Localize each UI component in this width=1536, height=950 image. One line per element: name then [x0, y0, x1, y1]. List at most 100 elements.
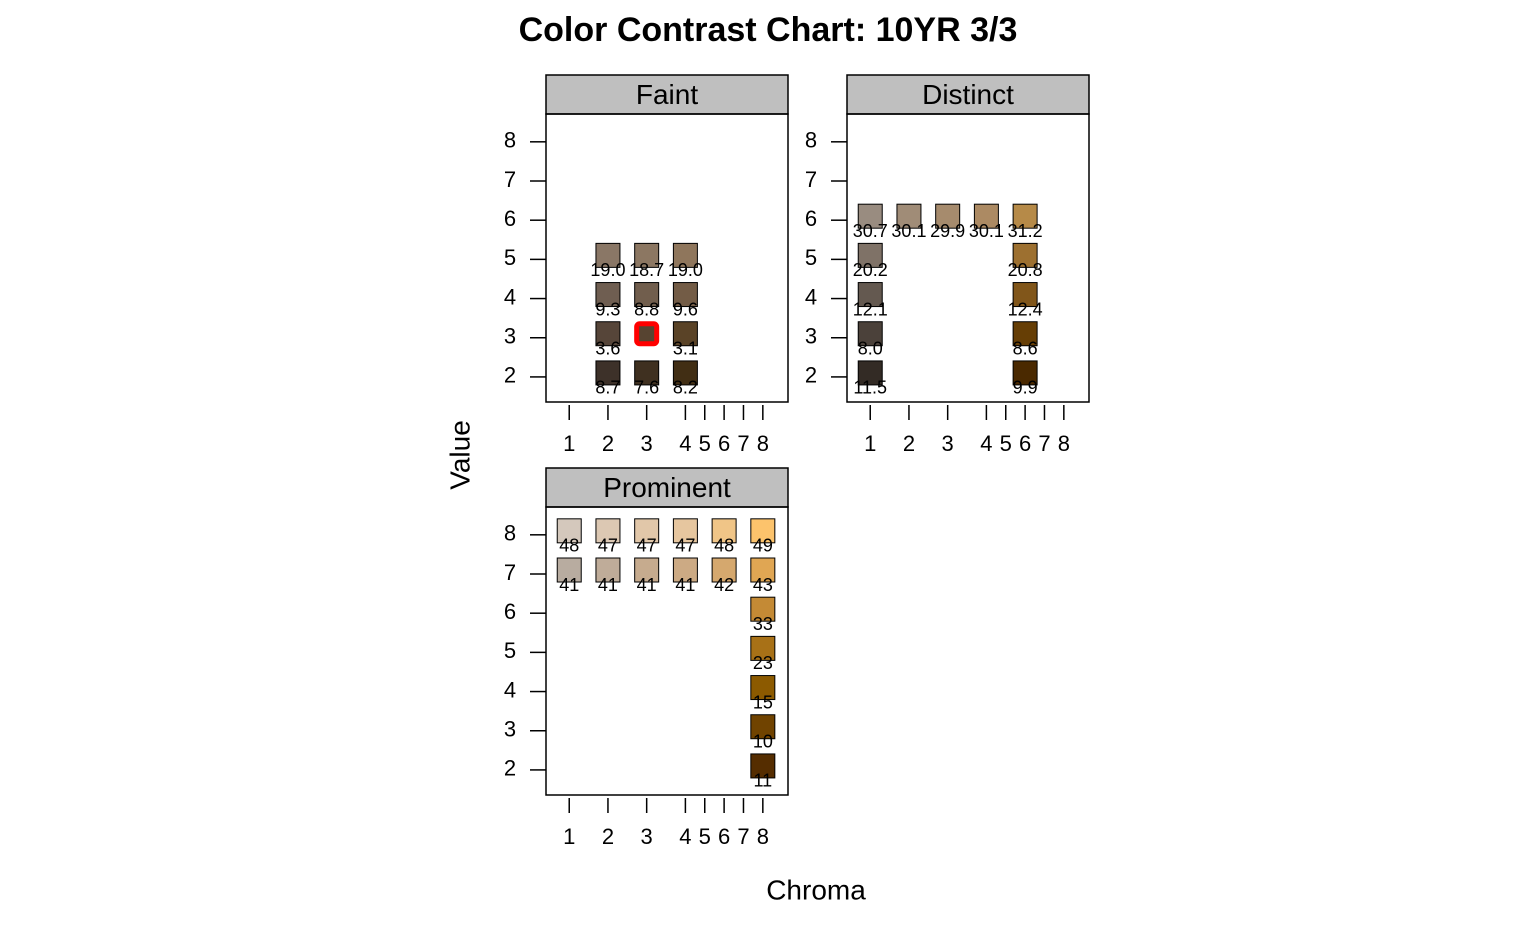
contrast-label: 19.0 — [668, 260, 703, 280]
strip — [545, 74, 789, 115]
color-chip — [1012, 321, 1038, 347]
color-chip — [634, 282, 660, 308]
y-tick-label: 8 — [805, 128, 817, 153]
color-chip — [857, 360, 883, 386]
contrast-label: 9.3 — [595, 299, 620, 319]
x-tick-label: 8 — [757, 431, 769, 456]
color-chip — [595, 557, 621, 583]
color-chip — [857, 321, 883, 347]
x-tick-label: 7 — [737, 431, 749, 456]
y-tick-label: 7 — [504, 167, 516, 192]
contrast-label: 30.1 — [891, 221, 926, 241]
color-chip — [711, 518, 737, 544]
contrast-label: 20.8 — [1008, 260, 1043, 280]
contrast-label: 12.4 — [1008, 299, 1043, 319]
y-tick-label: 2 — [504, 756, 516, 781]
color-chip — [896, 203, 922, 229]
contrast-label: 12.1 — [853, 299, 888, 319]
y-tick-label: 5 — [504, 245, 516, 270]
color-chip — [634, 557, 660, 583]
y-tick-label: 3 — [504, 717, 516, 742]
contrast-label: 19.0 — [590, 260, 625, 280]
contrast-label: 29.9 — [930, 221, 965, 241]
color-chip — [973, 203, 999, 229]
contrast-label: 31.2 — [1008, 221, 1043, 241]
color-chip — [595, 282, 621, 308]
color-chip — [634, 518, 660, 544]
contrast-label: 8.7 — [595, 378, 620, 398]
contrast-label: 47 — [598, 536, 618, 556]
contrast-label: 11 — [753, 771, 772, 791]
contrast-label: 41 — [675, 575, 695, 595]
color-chip — [750, 557, 776, 583]
y-axis-label: Value — [444, 420, 475, 490]
contrast-label: 30.1 — [969, 221, 1004, 241]
color-chip — [672, 282, 698, 308]
x-tick-label: 1 — [864, 431, 876, 456]
color-chip — [750, 675, 776, 701]
color-chip — [1012, 242, 1038, 268]
contrast-label: 18.7 — [629, 260, 664, 280]
contrast-label: 30.7 — [853, 221, 888, 241]
contrast-label: 9.9 — [1013, 378, 1038, 398]
color-chip — [750, 635, 776, 661]
y-tick-label: 6 — [805, 206, 817, 231]
color-chip — [634, 360, 660, 386]
y-tick-label: 5 — [805, 245, 817, 270]
color-chip — [857, 282, 883, 308]
contrast-label: 43 — [753, 575, 773, 595]
contrast-label: 33 — [753, 614, 773, 634]
y-tick-label: 8 — [504, 521, 516, 546]
color-chip — [672, 557, 698, 583]
contrast-label: 41 — [637, 575, 657, 595]
chart-title: Color Contrast Chart: 10YR 3/3 — [519, 11, 1018, 49]
color-chip — [750, 518, 776, 544]
y-tick-label: 6 — [504, 599, 516, 624]
color-chip — [711, 557, 737, 583]
color-chip — [1012, 360, 1038, 386]
color-chip — [672, 360, 698, 386]
color-chip — [750, 753, 776, 779]
panel-frame — [846, 113, 1090, 403]
x-axis-label: Chroma — [766, 874, 866, 905]
color-chip — [672, 242, 698, 268]
x-tick-label: 6 — [1019, 431, 1031, 456]
color-chip — [750, 714, 776, 740]
x-tick-label: 5 — [699, 431, 711, 456]
y-tick-label: 3 — [504, 324, 516, 349]
y-tick-label: 5 — [504, 638, 516, 663]
y-tick-label: 4 — [504, 677, 516, 702]
strip-label: Prominent — [603, 472, 731, 503]
y-tick-label: 4 — [805, 284, 817, 309]
contrast-label: 41 — [598, 575, 618, 595]
color-chip — [595, 321, 621, 347]
color-chip — [556, 518, 582, 544]
x-tick-label: 1 — [563, 431, 575, 456]
contrast-label: 48 — [714, 536, 734, 556]
x-tick-label: 5 — [1000, 431, 1012, 456]
strip — [846, 74, 1090, 115]
strip-label: Distinct — [922, 79, 1014, 110]
color-chip — [595, 360, 621, 386]
contrast-label: 10 — [753, 731, 773, 751]
color-chip — [1012, 203, 1038, 229]
contrast-label: 47 — [637, 536, 657, 556]
contrast-label: 47 — [675, 536, 695, 556]
contrast-label: 23 — [753, 653, 773, 673]
x-tick-label: 6 — [718, 431, 730, 456]
contrast-label: 3.6 — [595, 338, 620, 358]
color-chip — [935, 203, 961, 229]
x-tick-label: 3 — [942, 431, 954, 456]
x-tick-label: 7 — [1038, 431, 1050, 456]
contrast-label: 42 — [714, 575, 734, 595]
y-tick-label: 7 — [805, 167, 817, 192]
x-tick-label: 5 — [699, 824, 711, 849]
contrast-label: 11.5 — [853, 378, 887, 398]
color-chip — [556, 557, 582, 583]
contrast-label: 3.1 — [673, 338, 698, 358]
x-tick-label: 2 — [602, 431, 614, 456]
x-tick-label: 4 — [679, 824, 691, 849]
query-chip — [634, 321, 660, 347]
contrast-label: 8.0 — [858, 338, 883, 358]
